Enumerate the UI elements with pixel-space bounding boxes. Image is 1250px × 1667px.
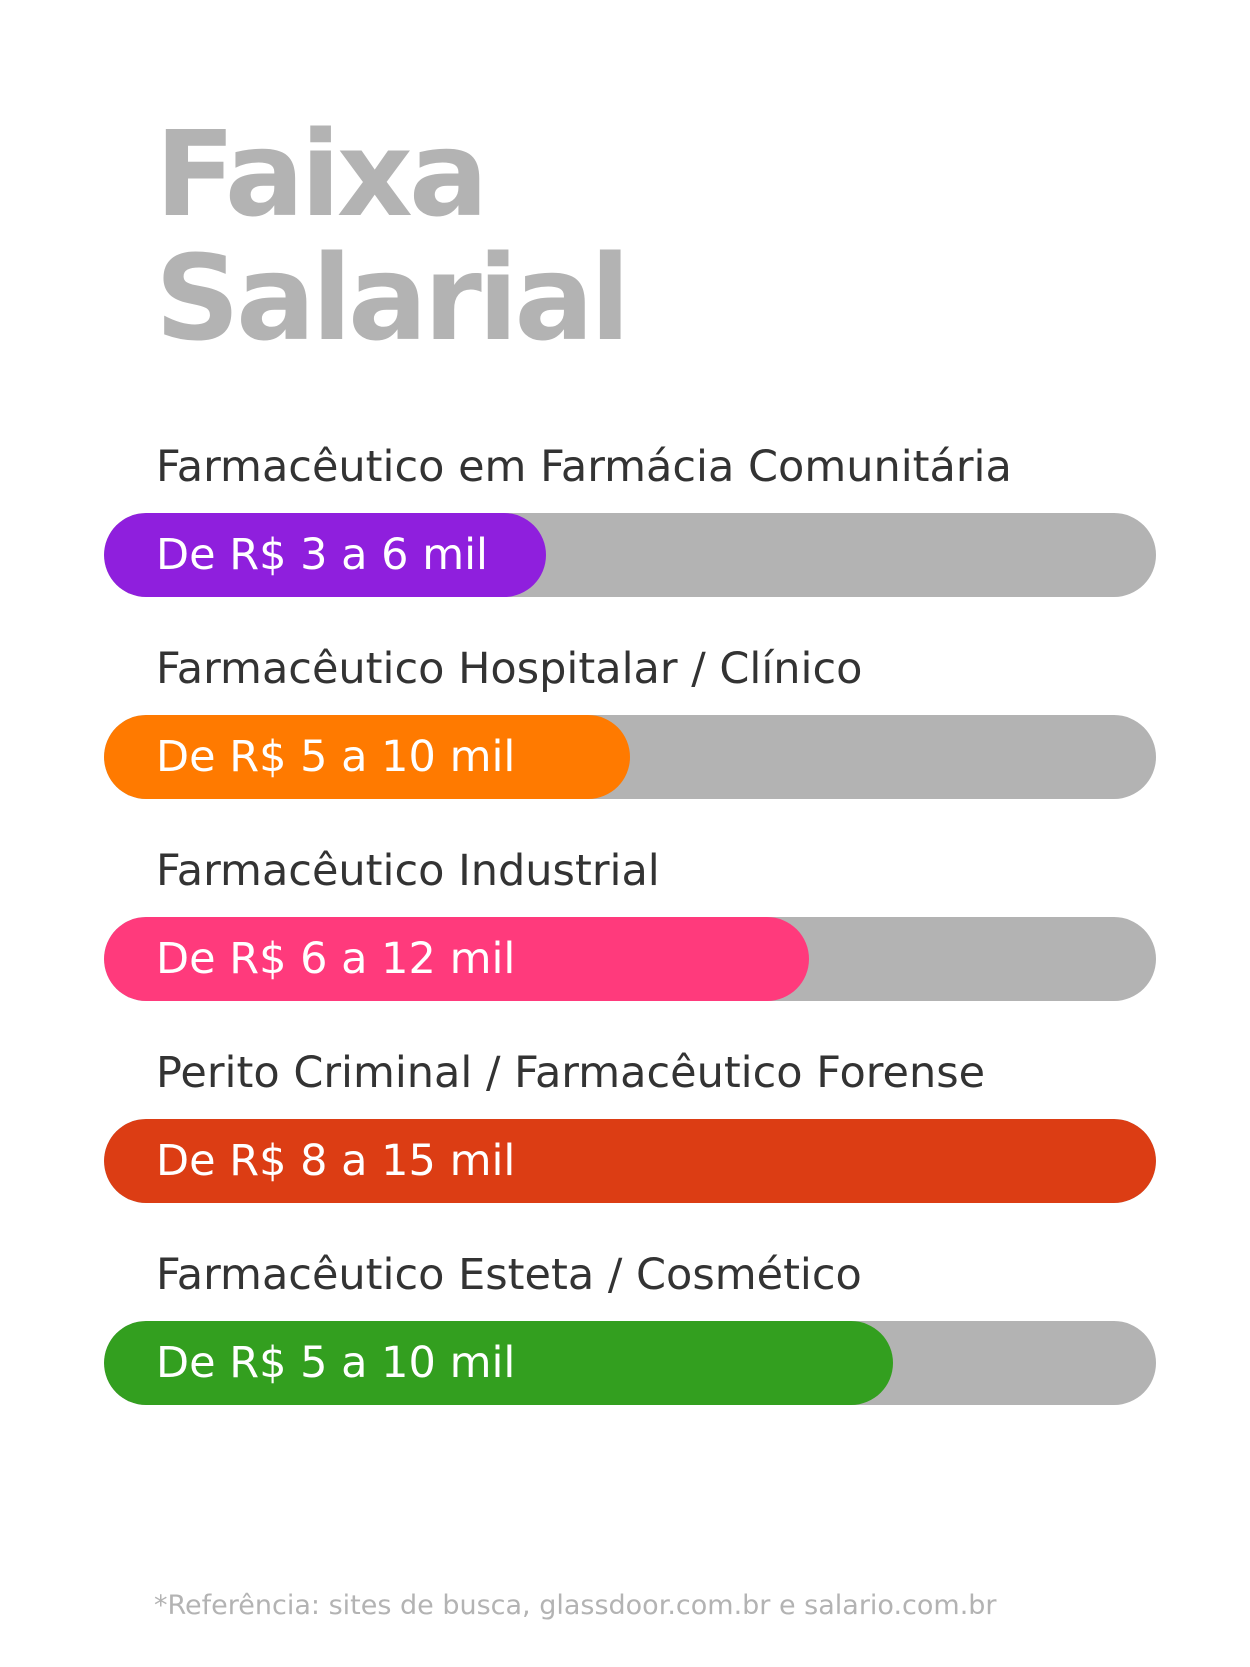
salary-bar-track: De R$ 5 a 10 mil — [104, 715, 1156, 799]
salary-row-category-label: Farmacêutico Hospitalar / Clínico — [156, 644, 863, 694]
salary-bar-track: De R$ 6 a 12 mil — [104, 917, 1156, 1001]
salary-row: Farmacêutico Hospitalar / Clínico De R$ 5… — [0, 639, 1250, 839]
salary-bar-value-label: De R$ 5 a 10 mil — [156, 732, 516, 782]
reference-footnote: *Referência: sites de busca, glassdoor.c… — [154, 1590, 997, 1621]
salary-bar-fill — [104, 917, 809, 1001]
salary-bar-value-label: De R$ 3 a 6 mil — [156, 530, 488, 580]
salary-row: Perito Criminal / Farmacêutico Forense De… — [0, 1043, 1250, 1243]
salary-bar-fill — [104, 715, 630, 799]
salary-bar-value-label: De R$ 5 a 10 mil — [156, 1338, 516, 1388]
salary-row-category-label: Farmacêutico Esteta / Cosmético — [156, 1250, 862, 1300]
salary-bar-fill — [104, 1321, 893, 1405]
salary-row-category-label: Farmacêutico em Farmácia Comunitária — [156, 442, 1012, 492]
salary-bar-value-label: De R$ 6 a 12 mil — [156, 934, 516, 984]
salary-bar-track: De R$ 3 a 6 mil — [104, 513, 1156, 597]
salary-bar-track: De R$ 8 a 15 mil — [104, 1119, 1156, 1203]
salary-row: Farmacêutico em Farmácia Comunitária De R… — [0, 437, 1250, 637]
page-title: Faixa Salarial — [155, 105, 630, 367]
salary-row: Farmacêutico Industrial De R$ 6 a 12 mil — [0, 841, 1250, 1041]
page-title-line-2: Salarial — [155, 229, 630, 367]
salary-bar-track: De R$ 5 a 10 mil — [104, 1321, 1156, 1405]
salary-bar-fill — [104, 513, 546, 597]
page-title-line-1: Faixa — [155, 105, 489, 243]
salary-bar-value-label: De R$ 8 a 15 mil — [156, 1136, 516, 1186]
salary-row: Farmacêutico Esteta / Cosmético De R$ 5 a… — [0, 1245, 1250, 1445]
salary-bar-fill — [104, 1119, 1156, 1203]
salary-row-category-label: Perito Criminal / Farmacêutico Forense — [156, 1048, 986, 1098]
salary-row-category-label: Farmacêutico Industrial — [156, 846, 660, 896]
